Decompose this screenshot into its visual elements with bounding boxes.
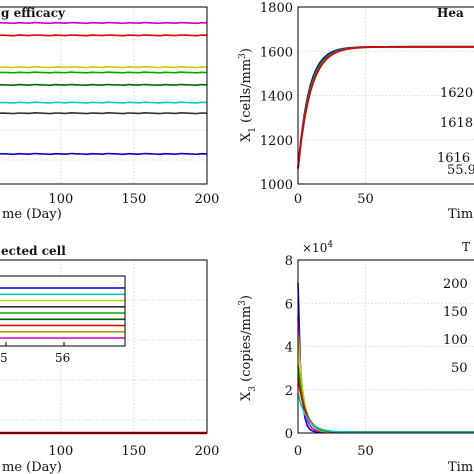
tick-label: 0 [294,192,302,207]
tick-label: 50 [357,444,374,459]
tick-label: 50 [357,192,374,207]
chart-title: Hea [437,6,464,20]
series-lines [297,282,474,433]
x-axis-label: Tim [448,460,473,474]
plot-frame [0,6,208,185]
tick-label: 0 [285,427,293,442]
inset-plot: 5 56 [0,275,126,365]
series-lines [297,45,474,169]
inset-label: 200 [443,277,468,292]
inset-label: 1618 [440,116,473,131]
inset-frame [0,275,126,347]
series-line [0,152,208,156]
series-line [0,65,208,69]
tick-label: 0 [294,444,302,459]
plot-frame [297,6,474,185]
panel-healthy-cells: 1000 1200 1400 1600 1800 0 50 Hea X1 (cells/m… [238,1,474,222]
tick-label: 1200 [260,134,293,149]
tick-label: 100 [48,444,73,459]
panel-drug-efficacy: g efficacy 100 150 200 me (Day) [0,6,219,222]
tick-label: 150 [122,192,147,207]
plot-frame [0,259,208,434]
tick-label: 200 [195,444,220,459]
panel-infected-cells: ected cell 5 56 100 150 200 me (Day) [0,244,219,474]
x-axis-label: me (Day) [2,207,62,222]
tick-label: 2 [285,384,293,399]
inset-label: 1616 [437,151,470,166]
y-axis-label: X1 (cells/mm3) [238,48,258,142]
panel-virus: 0 2 4 6 8 0 50 ×104 T X3 (copies/mm3) 200 150… [238,240,474,474]
series-line [0,83,208,87]
tick-label: 100 [48,192,73,207]
inset-label: 50 [451,361,468,376]
series-line [297,392,474,433]
inset-label: 150 [443,305,468,320]
plot-frame [297,259,474,434]
chart-title: g efficacy [1,6,66,20]
series-line [0,71,208,74]
inset-x-tick: 56 [55,351,70,365]
y-exponent: ×104 [302,240,333,255]
tick-label: 4 [285,341,293,356]
series-line [0,34,208,37]
tick-label: 1800 [260,1,293,16]
inset-x-tick: 5 [0,351,8,365]
y-tick-labels: 0 2 4 6 8 [285,254,293,442]
tick-label: 150 [122,444,147,459]
x-axis-label: me (Day) [2,460,62,474]
tick-label: 200 [195,192,220,207]
inset-label: 55.9 [447,163,474,178]
x-tick-labels: 0 50 [294,444,374,459]
tick-label: 1600 [260,45,293,60]
series-lines [0,21,208,156]
x-tick-labels: 100 150 200 [48,192,219,207]
inset-label: 100 [443,333,468,348]
inset-label: 1620 [440,86,473,101]
tick-label: 1000 [260,178,293,193]
x-tick-labels: 0 50 [294,192,374,207]
y-axis-label: X3 (copies/mm3) [238,295,258,401]
chart-title: ected cell [1,244,66,258]
tick-label: 1400 [260,90,293,105]
series-line [297,45,474,169]
series-line [0,21,208,25]
x-axis-label: Tim [448,207,473,222]
tick-label: 8 [285,254,293,269]
inset-series-lines [0,287,125,339]
x-tick-labels: 100 150 200 [48,444,219,459]
corner-mark: T [462,240,470,254]
y-tick-labels: 1000 1200 1400 1600 1800 [260,1,293,193]
tick-label: 6 [285,297,293,312]
series-line [0,111,208,115]
series-line [0,101,208,104]
